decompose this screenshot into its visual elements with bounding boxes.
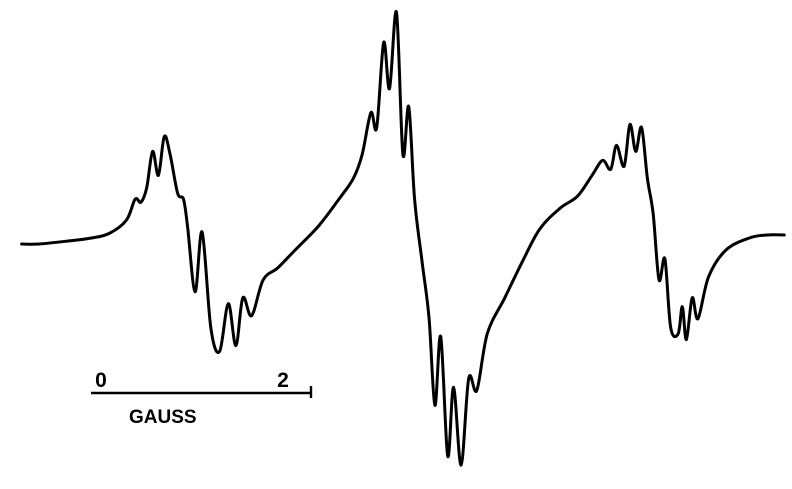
scale-bar-end-label: 2 [277, 369, 289, 392]
spectrum-trace [20, 10, 786, 467]
scale-bar-start-label: 0 [95, 369, 107, 392]
scale-bar-unit-label: GAUSS [129, 407, 197, 428]
scale-bar: 0 2 GAUSS [91, 369, 313, 428]
plot-area [20, 10, 786, 467]
